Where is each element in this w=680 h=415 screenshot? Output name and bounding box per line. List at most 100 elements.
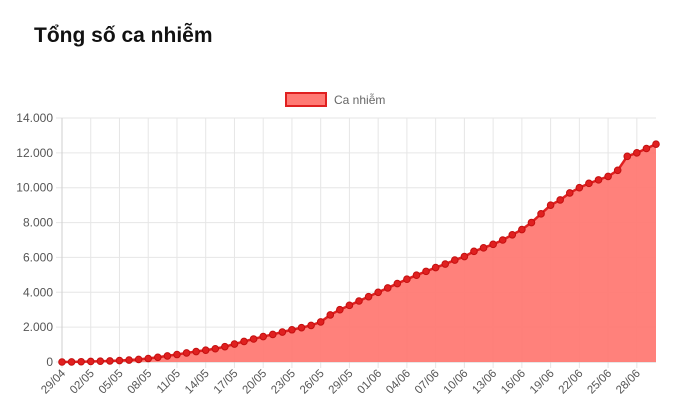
data-point[interactable] xyxy=(642,144,651,153)
x-tick-label: 17/05 xyxy=(212,368,241,397)
data-point[interactable] xyxy=(86,357,95,366)
data-point[interactable] xyxy=(383,284,392,292)
x-axis-ticks: 29/04 02/05 05/05 08/05 11/05 14/05 17/05 20/05… xyxy=(39,367,643,396)
data-point[interactable] xyxy=(163,352,172,360)
data-point[interactable] xyxy=(565,189,574,197)
data-point[interactable] xyxy=(125,356,133,364)
data-point[interactable] xyxy=(154,353,162,362)
data-point[interactable] xyxy=(288,325,296,334)
x-tick-label: 22/06 xyxy=(557,368,586,397)
data-point[interactable] xyxy=(211,344,220,353)
data-point[interactable] xyxy=(393,279,402,288)
data-point[interactable] xyxy=(230,340,239,348)
data-point[interactable] xyxy=(460,252,469,261)
data-point[interactable] xyxy=(518,225,526,234)
data-point[interactable] xyxy=(498,236,507,244)
legend-label[interactable]: Ca nhiễm xyxy=(334,92,385,107)
data-point[interactable] xyxy=(527,218,536,227)
data-point[interactable] xyxy=(326,311,335,319)
data-point[interactable] xyxy=(556,196,564,204)
data-point[interactable] xyxy=(144,354,153,363)
data-point[interactable] xyxy=(451,256,459,264)
data-point[interactable] xyxy=(307,321,315,330)
data-point[interactable] xyxy=(374,288,382,297)
data-point[interactable] xyxy=(96,357,105,366)
y-tick-label: 14.000 xyxy=(16,111,53,125)
y-tick-label: 4.000 xyxy=(23,285,53,299)
x-tick-label: 29/05 xyxy=(327,368,356,397)
data-point[interactable] xyxy=(633,149,641,157)
data-point[interactable] xyxy=(134,355,143,364)
x-tick-label: 10/06 xyxy=(442,368,471,397)
series-area xyxy=(62,144,656,362)
data-point[interactable] xyxy=(345,301,354,310)
x-tick-label: 23/05 xyxy=(269,368,298,397)
x-tick-label: 14/05 xyxy=(183,368,212,397)
data-point[interactable] xyxy=(546,201,555,209)
x-tick-label: 16/06 xyxy=(499,368,528,397)
data-point[interactable] xyxy=(355,297,363,305)
data-point[interactable] xyxy=(613,166,622,175)
data-point[interactable] xyxy=(278,328,287,336)
data-point[interactable] xyxy=(604,172,612,181)
x-tick-label: 07/06 xyxy=(413,368,442,397)
data-point[interactable] xyxy=(259,332,267,341)
data-point[interactable] xyxy=(441,260,450,268)
data-point[interactable] xyxy=(489,240,497,249)
data-point[interactable] xyxy=(249,335,258,343)
page-title: Tổng số ca nhiễm xyxy=(34,24,213,47)
data-point[interactable] xyxy=(316,318,325,326)
data-point[interactable] xyxy=(192,347,200,356)
data-point[interactable] xyxy=(201,346,210,354)
data-points xyxy=(58,140,660,366)
data-point[interactable] xyxy=(652,140,660,148)
data-point[interactable] xyxy=(403,275,411,284)
data-point[interactable] xyxy=(297,323,306,332)
data-point[interactable] xyxy=(594,176,603,184)
x-tick-label: 28/06 xyxy=(614,368,643,397)
x-tick-label: 02/05 xyxy=(68,368,97,397)
data-point[interactable] xyxy=(268,330,277,339)
y-tick-label: 0 xyxy=(46,355,53,369)
x-tick-label: 13/06 xyxy=(470,368,499,397)
area-layer xyxy=(61,143,657,364)
data-point[interactable] xyxy=(623,152,632,161)
x-tick-label: 08/05 xyxy=(126,368,155,397)
y-axis-ticks: 0 2.000 4.000 6.000 8.000 10.000 12.000 14.000 xyxy=(16,111,53,369)
data-point[interactable] xyxy=(67,358,76,366)
y-tick-label: 6.000 xyxy=(23,250,53,264)
data-point[interactable] xyxy=(115,356,124,365)
data-point[interactable] xyxy=(470,247,478,256)
x-tick-label: 11/05 xyxy=(155,368,183,396)
data-point[interactable] xyxy=(58,358,66,366)
data-point[interactable] xyxy=(77,357,85,366)
data-point[interactable] xyxy=(585,179,593,188)
x-tick-label: 26/05 xyxy=(298,368,327,397)
data-point[interactable] xyxy=(575,183,584,192)
data-point[interactable] xyxy=(364,292,373,301)
data-point[interactable] xyxy=(422,267,430,276)
data-point[interactable] xyxy=(182,349,191,357)
data-point[interactable] xyxy=(336,305,344,314)
x-tick-label: 01/06 xyxy=(355,368,384,397)
legend-swatch[interactable] xyxy=(285,92,327,107)
data-point[interactable] xyxy=(412,271,421,280)
data-point[interactable] xyxy=(173,350,181,359)
data-point[interactable] xyxy=(221,342,229,351)
y-tick-label: 2.000 xyxy=(23,320,53,334)
x-tick-label: 25/06 xyxy=(585,368,614,397)
x-tick-label: 19/06 xyxy=(528,368,557,397)
data-point[interactable] xyxy=(537,210,545,218)
y-tick-label: 10.000 xyxy=(16,181,53,195)
data-point[interactable] xyxy=(508,230,517,239)
data-point[interactable] xyxy=(431,263,440,272)
data-point[interactable] xyxy=(240,337,248,346)
y-tick-label: 12.000 xyxy=(16,146,53,160)
data-point[interactable] xyxy=(479,244,488,252)
x-tick-label: 29/04 xyxy=(39,367,68,396)
x-tick-label: 05/05 xyxy=(97,368,126,397)
legend[interactable]: Ca nhiễm xyxy=(285,92,385,107)
x-tick-label: 04/06 xyxy=(384,368,413,397)
data-point[interactable] xyxy=(106,357,114,365)
